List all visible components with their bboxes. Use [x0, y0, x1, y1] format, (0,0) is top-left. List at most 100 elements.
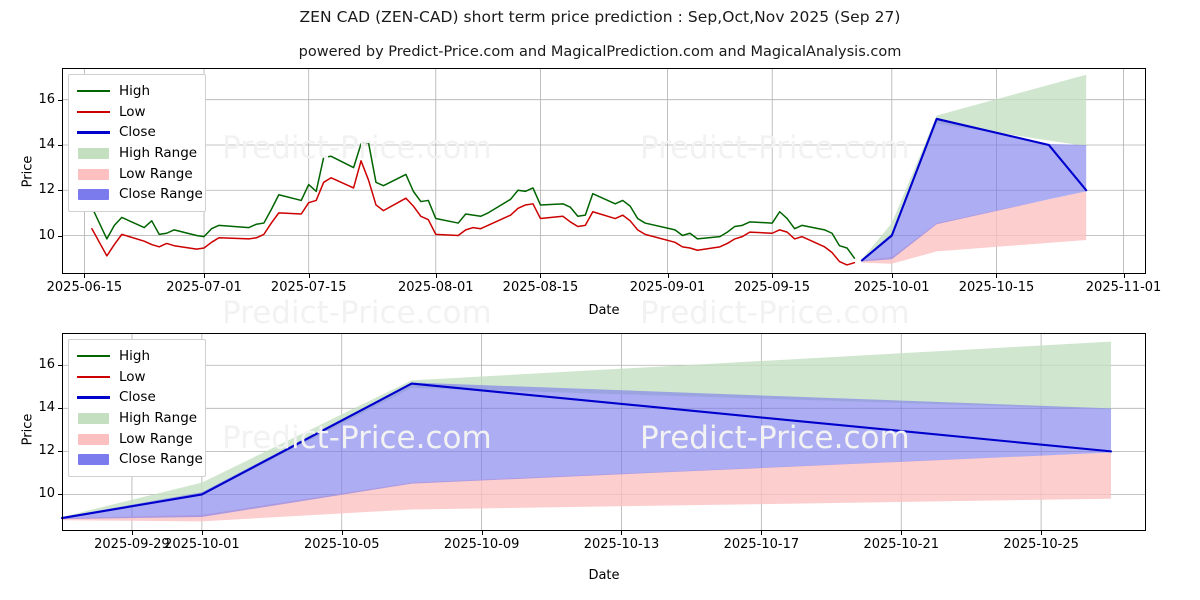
x-tick-mark — [901, 531, 903, 535]
legend-swatch-icon — [77, 84, 110, 98]
page-subtitle: powered by Predict-Price.com and Magical… — [298, 44, 902, 60]
legend-label: Close — [119, 389, 156, 406]
top-chart-legend: High Low Close High Range Low Range Close Ran… — [68, 74, 206, 212]
x-tick-mark — [131, 531, 133, 535]
x-tick-label: 2025-09-29 — [94, 537, 170, 552]
legend-swatch-icon — [77, 105, 110, 119]
x-tick-mark — [481, 531, 483, 535]
series-line-close — [60, 382, 1113, 520]
legend-swatch-icon — [77, 370, 110, 384]
y-tick-mark — [58, 494, 62, 496]
x-tick-mark — [1041, 531, 1043, 535]
x-tick-label: 2025-10-21 — [863, 537, 939, 552]
legend-swatch-icon — [77, 125, 110, 139]
x-tick-label: 2025-08-15 — [502, 280, 579, 295]
x-tick-mark — [667, 274, 669, 278]
watermark-text: Predict-Price.com — [222, 295, 492, 331]
legend-item-close: Close — [77, 122, 196, 143]
top-x-axis-label: Date — [588, 303, 620, 318]
legend-item-high: High — [77, 81, 196, 102]
x-tick-label: 2025-07-01 — [166, 280, 242, 295]
legend-item-high-range: High Range — [77, 408, 198, 429]
x-tick-label: 2025-10-09 — [443, 537, 520, 552]
legend-swatch-icon — [77, 452, 110, 466]
x-tick-label: 2025-10-01 — [164, 537, 240, 552]
legend-label: High — [119, 83, 151, 100]
x-tick-mark — [996, 274, 998, 278]
x-tick-label: 2025-06-15 — [46, 280, 123, 295]
y-tick-label: 16 — [38, 91, 55, 107]
x-tick-mark — [435, 274, 437, 278]
y-tick-mark — [58, 144, 62, 146]
legend-swatch-icon — [77, 390, 110, 404]
band-high-range — [62, 341, 1112, 520]
x-tick-mark — [540, 274, 542, 278]
series-line-close — [860, 117, 1088, 262]
y-tick-label: 10 — [38, 486, 55, 502]
legend-label: High Range — [119, 410, 198, 427]
band-high-range — [861, 74, 1087, 262]
legend-item-low-range: Low Range — [77, 163, 196, 184]
x-tick-label: 2025-09-15 — [734, 280, 810, 295]
x-tick-mark — [772, 274, 774, 278]
top-chart-canvas — [62, 68, 1146, 274]
legend-label: Low — [119, 103, 146, 120]
legend-label: Close Range — [119, 186, 203, 203]
legend-item-close-range: Close Range — [77, 184, 203, 205]
legend-label: Low Range — [119, 165, 193, 182]
y-tick-label: 10 — [38, 227, 55, 243]
x-tick-label: 2025-10-01 — [854, 280, 930, 295]
y-tick-label: 14 — [38, 136, 55, 152]
legend-swatch-icon — [77, 187, 110, 201]
y-tick-mark — [58, 365, 62, 367]
legend-swatch-icon — [77, 146, 110, 160]
x-tick-mark — [341, 531, 343, 535]
x-tick-label: 2025-10-25 — [1003, 537, 1079, 552]
bottom-x-axis-label: Date — [588, 568, 620, 583]
y-tick-label: 12 — [38, 443, 55, 459]
legend-label: High — [119, 348, 151, 365]
x-tick-mark — [761, 531, 763, 535]
y-tick-mark — [58, 408, 62, 410]
legend-item-close: Close — [77, 387, 196, 408]
x-tick-mark — [891, 274, 893, 278]
y-tick-mark — [58, 235, 62, 237]
x-tick-label: 2025-11-01 — [1085, 280, 1162, 295]
x-tick-label: 2025-10-13 — [583, 537, 660, 552]
y-tick-mark — [58, 190, 62, 192]
series-line-low — [91, 160, 856, 266]
legend-label: Close Range — [119, 451, 203, 468]
y-tick-label: 16 — [38, 357, 55, 373]
band-close-range — [861, 117, 1087, 262]
x-tick-label: 2025-08-01 — [398, 280, 474, 295]
legend-item-low: Low — [77, 102, 196, 123]
legend-item-low: Low — [77, 367, 196, 388]
legend-item-high-range: High Range — [77, 143, 198, 164]
band-close-range — [62, 382, 1112, 520]
y-tick-mark — [58, 451, 62, 453]
legend-swatch-icon — [77, 349, 110, 363]
band-low-range — [62, 452, 1112, 522]
legend-swatch-icon — [77, 411, 110, 425]
x-tick-mark — [308, 274, 310, 278]
x-tick-mark — [84, 274, 86, 278]
top-chart-frame — [62, 68, 1146, 274]
top-y-axis-label: Price — [20, 155, 36, 188]
x-tick-label: 2025-10-17 — [723, 537, 800, 552]
x-tick-label: 2025-09-01 — [629, 280, 706, 295]
x-tick-label: 2025-10-15 — [958, 280, 1035, 295]
legend-label: Close — [119, 124, 156, 141]
y-tick-label: 12 — [38, 182, 55, 198]
x-tick-mark — [621, 531, 623, 535]
x-tick-mark — [204, 274, 206, 278]
top-chart-panel — [62, 68, 1146, 274]
legend-swatch-icon — [77, 167, 110, 181]
legend-label: High Range — [119, 145, 198, 162]
y-tick-mark — [58, 99, 62, 101]
legend-item-low-range: Low Range — [77, 428, 196, 449]
band-low-range — [861, 191, 1087, 264]
bottom-chart-canvas — [60, 333, 1146, 531]
bottom-chart-frame — [62, 333, 1146, 531]
series-line-high — [91, 141, 856, 259]
